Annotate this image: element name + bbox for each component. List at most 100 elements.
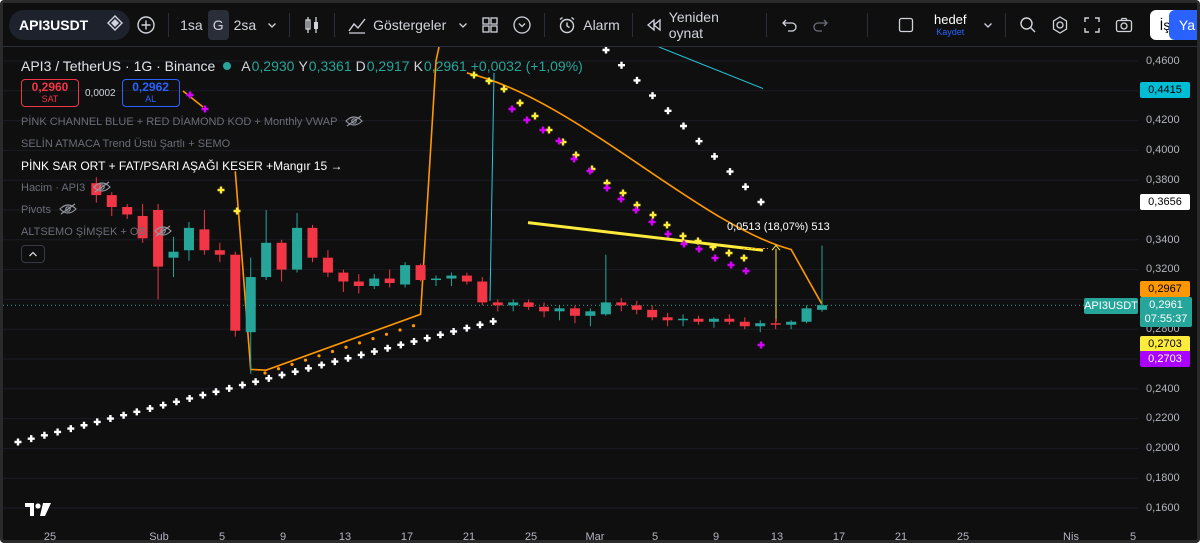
ohlc-close-key: K: [413, 58, 423, 74]
sar-white-marker: [463, 324, 471, 332]
replay-button[interactable]: Yeniden oynat: [639, 9, 760, 41]
price-tick: 0,3200: [1146, 263, 1180, 275]
timeframe-1d[interactable]: G: [207, 9, 229, 40]
indicator-row[interactable]: PİNK CHANNEL BLUE + RED DİAMOND KOD + Mo…: [21, 111, 583, 133]
camera-icon: [1114, 15, 1134, 35]
symbol-title[interactable]: API3 / TetherUS · 1G · Binance: [21, 58, 216, 74]
hidden-eye-icon[interactable]: [345, 115, 364, 130]
hidden-eye-icon[interactable]: [59, 203, 77, 218]
timeframe-2h[interactable]: 2sa: [233, 16, 257, 33]
ohlc-low-key: D: [355, 58, 366, 74]
orange-dot-marker: [398, 328, 402, 332]
sar-purple-marker: [555, 137, 563, 145]
indicator-row[interactable]: ALTSEMO ŞİMŞEK + OB: [21, 221, 583, 243]
orange-dot-marker: [276, 367, 281, 371]
layout-square-icon[interactable]: [892, 10, 920, 40]
candle-body: [786, 321, 797, 325]
candle-body: [693, 318, 704, 322]
candle-body: [585, 311, 596, 316]
layout-name-button[interactable]: hedef Kaydet: [934, 13, 967, 37]
price-tick: 0,1800: [1146, 472, 1180, 484]
time-tick: 21: [462, 531, 476, 543]
time-tick: 25: [956, 531, 970, 543]
divider: [544, 12, 546, 37]
orange-dot-marker: [371, 337, 375, 341]
layout-save-status: Kaydet: [936, 26, 965, 37]
hidden-eye-icon[interactable]: [153, 225, 172, 240]
indicator-row[interactable]: SELİN ATMACA Trend Üstü Şartlı + SEMO: [21, 133, 583, 155]
candles-layer: [91, 177, 827, 374]
tradingview-logo[interactable]: [23, 500, 53, 523]
sar-white-marker: [450, 327, 458, 335]
sar-price-label: 0,3656: [1140, 194, 1190, 210]
candle-body: [137, 215, 148, 239]
symbol-search-button[interactable]: API3USDT: [9, 9, 131, 40]
indicators-button[interactable]: Göstergeler: [341, 10, 452, 40]
sar-purple-marker: [523, 116, 531, 124]
compare-symbol-button[interactable]: [130, 10, 162, 40]
timeframe-1h[interactable]: 1sa: [180, 16, 203, 33]
sar-white-marker: [726, 168, 734, 176]
orange-dot-marker: [290, 362, 294, 366]
time-tick: 25: [43, 531, 57, 543]
layout-dropdown[interactable]: [977, 10, 999, 40]
indicator-row[interactable]: Hacim · API3: [21, 177, 583, 199]
layouts-button[interactable]: [474, 10, 506, 40]
sar-white-marker: [80, 421, 88, 429]
sar-purple-marker: [570, 155, 578, 163]
candle-body: [400, 265, 411, 285]
collapse-legend-button[interactable]: [21, 245, 45, 263]
redo-button[interactable]: [805, 10, 837, 40]
sar-white-marker: [133, 408, 141, 416]
sar-purple-marker: [695, 245, 703, 253]
price-tick: 0,2200: [1146, 412, 1180, 424]
indicator-row[interactable]: Pivots: [21, 199, 583, 221]
time-tick: 17: [832, 531, 846, 543]
price-chart[interactable]: [3, 47, 1197, 543]
sar-white-marker: [278, 371, 286, 379]
indicators-dropdown[interactable]: [452, 10, 474, 40]
timeframe-dropdown[interactable]: [261, 10, 283, 40]
price-tick: 0,2400: [1146, 383, 1180, 395]
sar-purple-marker: [664, 230, 672, 238]
publish-button[interactable]: Ya: [1168, 10, 1197, 40]
hidden-eye-icon[interactable]: [93, 181, 112, 196]
time-tick: Şub: [149, 531, 169, 543]
settings-button[interactable]: [1044, 10, 1076, 40]
measure-label: 0,0513 (18,07%) 513: [727, 221, 830, 233]
time-tick: 17: [400, 531, 414, 543]
sar-white-marker: [370, 348, 378, 356]
candle-body: [322, 257, 333, 273]
favorite-diamond-icon[interactable]: [106, 14, 124, 35]
undo-button[interactable]: [773, 10, 805, 40]
sar-purple-marker: [186, 91, 194, 99]
candle-body: [662, 317, 673, 321]
sar-purple-marker: [727, 261, 735, 269]
ohlc-close: 0,2961: [423, 58, 467, 74]
candle-body: [647, 309, 658, 318]
buy-button[interactable]: 0,2962 AL: [121, 79, 180, 107]
time-tick: 21: [894, 531, 908, 543]
indicator-row[interactable]: PİNK SAR ORT + FAT/PSARI AŞAĞI KESER +Ma…: [21, 155, 583, 177]
screenshot-button[interactable]: [1108, 10, 1140, 40]
chart-type-button[interactable]: [296, 10, 328, 40]
sar-yellow-marker: [694, 237, 702, 245]
candle-body: [523, 302, 534, 307]
yellow-price-label: 0,2703: [1140, 336, 1190, 352]
candle-body: [230, 254, 241, 331]
sar-white-marker: [436, 331, 444, 339]
ohlc-high-key: Y: [298, 58, 308, 74]
alarm-button[interactable]: Alarm: [551, 10, 626, 40]
sell-button[interactable]: 0,2960 SAT: [21, 79, 79, 107]
fullscreen-button[interactable]: [1076, 10, 1108, 40]
sar-white-marker: [199, 391, 207, 399]
sar-white-marker: [664, 107, 672, 115]
candle-body: [678, 318, 689, 321]
candle-body: [801, 308, 812, 322]
orange-dot-marker: [344, 345, 348, 349]
symbol-price-tag: API3USDT: [1084, 298, 1138, 314]
sar-white-marker: [397, 341, 405, 349]
templates-button[interactable]: [506, 10, 538, 40]
quick-search-button[interactable]: [1012, 10, 1044, 40]
time-tick: 9: [712, 531, 720, 543]
